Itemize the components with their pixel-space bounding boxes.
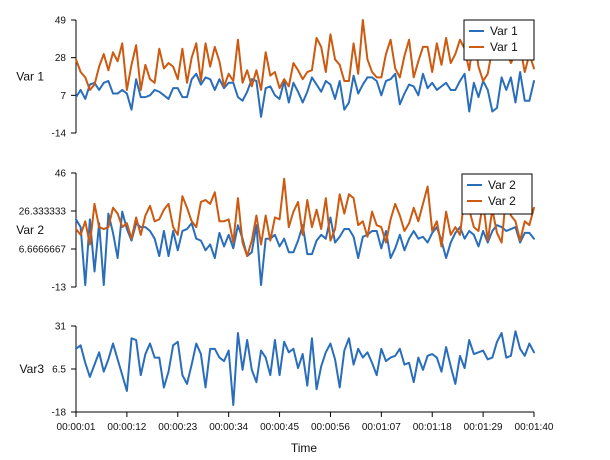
subplot-2: -13 6.6666667 26.333333 46 Var 2 Var 2 Var 2 xyxy=(16,169,535,294)
y-axis-label: Var 2 xyxy=(16,223,44,237)
legend: Var 1 Var 1 xyxy=(463,19,535,61)
series-line-1 xyxy=(75,330,535,406)
x-tick-label: 00:00:12 xyxy=(107,422,146,433)
y-tick-label: 31 xyxy=(55,322,67,333)
x-axis: 00:00:01 00:00:12 00:00:23 00:00:34 00:00:45… xyxy=(57,411,554,433)
y-tick-label: 26.333333 xyxy=(19,207,67,218)
y-tick-label: -14 xyxy=(52,129,67,140)
legend-box xyxy=(461,173,533,215)
y-tick-label: 6.5 xyxy=(52,365,66,376)
x-tick-label: 00:00:56 xyxy=(311,422,350,433)
y-tick-label: -18 xyxy=(52,408,67,419)
x-tick-label: 00:00:45 xyxy=(260,422,299,433)
x-tick-label: 00:01:07 xyxy=(362,422,401,433)
subplot-1: -14 7 28 49 Var 1 Var 1 Var 1 xyxy=(16,16,535,140)
x-tick-label: 00:00:34 xyxy=(209,422,248,433)
x-tick-label: 00:00:23 xyxy=(158,422,197,433)
legend-label: Var 2 xyxy=(488,194,516,208)
legend-label: Var 2 xyxy=(488,178,516,192)
y-tick-label: 7 xyxy=(60,91,66,102)
x-tick-label: 00:01:18 xyxy=(413,422,452,433)
x-axis-label: Time xyxy=(291,441,318,455)
legend-label: Var 1 xyxy=(490,24,518,38)
legend: Var 2 Var 2 xyxy=(461,173,533,215)
series-line-2 xyxy=(75,19,535,91)
legend-label: Var 1 xyxy=(490,40,518,54)
y-tick-label: 46 xyxy=(55,169,67,180)
y-tick-label: 49 xyxy=(55,16,67,27)
legend-box xyxy=(463,19,535,61)
y-tick-label: 28 xyxy=(55,53,67,64)
x-tick-label: 00:01:29 xyxy=(464,422,503,433)
y-tick-label: -13 xyxy=(52,283,67,294)
series-line-1 xyxy=(75,71,535,118)
x-tick-label: 00:00:01 xyxy=(57,422,96,433)
series-line-2 xyxy=(75,177,535,258)
x-tick-label: 00:01:40 xyxy=(515,422,554,433)
y-axis-label: Var 1 xyxy=(16,70,44,84)
y-axis-label: Var3 xyxy=(20,362,45,376)
subplot-3: -18 6.5 31 Var3 xyxy=(20,322,535,419)
y-tick-label: 6.6666667 xyxy=(19,245,67,256)
